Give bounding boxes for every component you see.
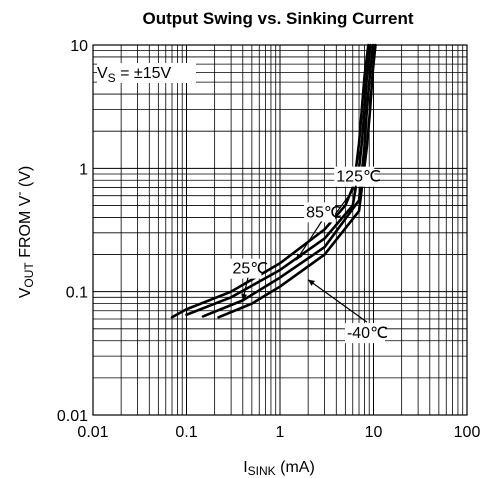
y-tick-label: 0.01 [57,408,88,425]
annotation-bg [304,202,336,223]
annotation-leader [330,185,357,221]
y-axis-label-rest: FROM V [17,195,34,262]
condition-rest: = ±15V [116,65,172,82]
x-axis-label: ISINK (mA) [243,459,315,478]
x-tick-labels: 0.01 0.1 1 10 100 [77,424,480,441]
plot-frame [92,44,468,416]
annotation-label: 125℃ [336,169,381,186]
x-tick-label: 100 [454,424,481,441]
y-axis-label-sup: - [12,192,26,196]
y-tick-label: 0.1 [66,285,88,302]
y-tick-label: 10 [70,38,88,55]
series-line [201,43,375,318]
y-axis-label: VOUT FROM V- (V) [12,166,36,298]
annotation-arrowhead [241,293,248,301]
annotation-bg [230,258,262,279]
x-axis-label-sub: SINK [248,464,276,478]
condition-text: VS = ±15V [97,65,172,85]
annotation-bg [334,166,375,187]
condition-main: V [97,65,108,82]
annotation-arrowhead [296,253,303,261]
grid [93,45,467,415]
chart-title: Output Swing vs. Sinking Current [142,9,413,28]
series-group [170,43,377,319]
annotation-bg [344,323,385,344]
x-axis-label-main: I [243,459,247,476]
series-line [217,43,377,319]
annotation-label: 25℃ [232,261,268,278]
annotations: 125℃ 85℃ 25℃ -40℃ [230,166,388,344]
y-axis-label-unit: (V) [17,166,34,192]
x-tick-label: 0.01 [77,424,108,441]
x-tick-label: 10 [365,424,383,441]
x-axis-label-unit: (mA) [276,459,315,476]
condition-label-bg [97,63,196,83]
annotation-label: -40℃ [347,325,388,342]
condition-sub: S [108,71,116,85]
x-tick-label: 1 [276,424,285,441]
y-axis-label-main: V [17,287,34,298]
y-tick-labels: 0.01 0.1 1 10 [57,38,88,425]
y-tick-label: 1 [79,161,88,178]
annotation-arrowhead [308,279,316,286]
annotation-leader [307,279,368,323]
condition-label: VS = ±15V [97,63,196,85]
annotation-leader [295,221,323,261]
y-axis-label-sub: OUT [22,262,36,288]
x-tick-label: 0.1 [175,424,197,441]
annotation-label: 85℃ [306,204,342,221]
